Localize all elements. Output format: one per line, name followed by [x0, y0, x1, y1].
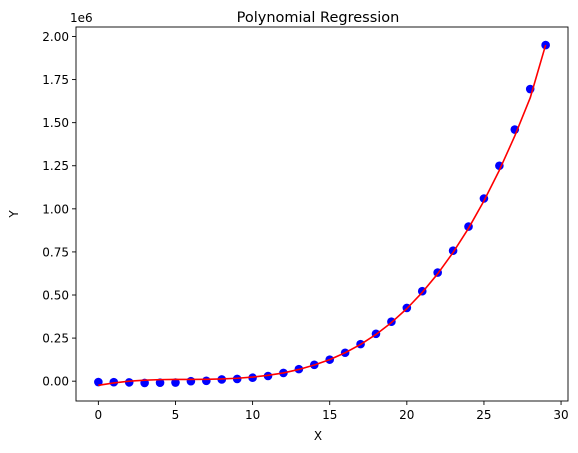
x-tick-label: 25: [476, 408, 491, 422]
y-tick-label: 1.75: [42, 73, 69, 87]
x-axis: 0 5 10 15 20 25 30: [95, 401, 569, 422]
x-tick-label: 10: [245, 408, 260, 422]
x-tick-label: 0: [95, 408, 103, 422]
x-axis-label: X: [314, 429, 322, 443]
y-tick-label: 0.75: [42, 245, 69, 259]
scatter-point: [155, 378, 165, 388]
chart-title: Polynomial Regression: [237, 10, 400, 26]
y-tick-label: 0.25: [42, 332, 69, 346]
plot-frame: [75, 26, 569, 402]
x-tick-label: 20: [399, 408, 414, 422]
regression-line: [98, 44, 547, 387]
scatter-point: [186, 376, 196, 386]
x-tick-label: 5: [172, 408, 180, 422]
plot-content: [94, 40, 550, 388]
y-axis-label: Y: [7, 210, 21, 219]
y-axis: 0.00 0.25 0.50 0.75 1.00 1.25 1.50 1.75 2.00: [42, 30, 76, 389]
y-tick-label: 2.00: [42, 30, 69, 44]
y-tick-label: 0.00: [42, 375, 69, 389]
x-tick-label: 15: [322, 408, 337, 422]
y-offset-label: 1e6: [70, 11, 93, 25]
y-tick-label: 1.50: [42, 116, 69, 130]
x-tick-label: 30: [553, 408, 568, 422]
y-tick-label: 0.50: [42, 289, 69, 303]
scatter-point: [202, 376, 211, 386]
scatter-point: [171, 378, 180, 387]
y-tick-label: 1.25: [42, 159, 69, 173]
scatter-point: [124, 378, 134, 387]
y-tick-label: 1.00: [42, 202, 69, 216]
